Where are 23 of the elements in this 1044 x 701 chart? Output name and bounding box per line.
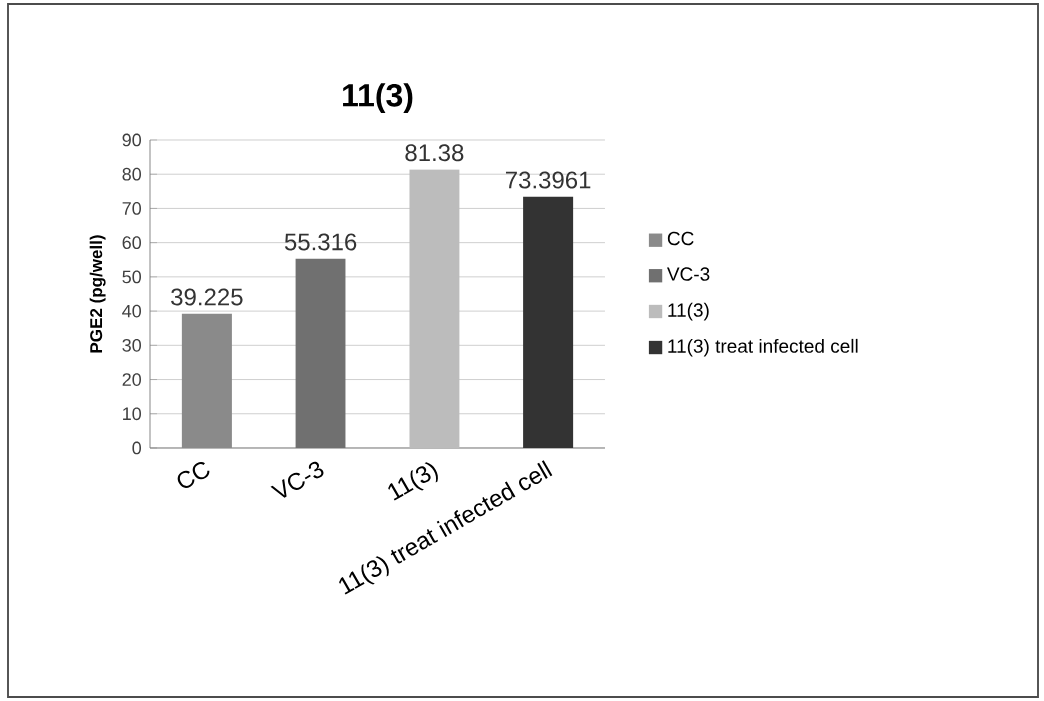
x-tick-label: CC (177, 462, 210, 488)
legend-label: 11(3) (668, 302, 709, 321)
y-tick-label: 0 (132, 441, 142, 455)
chart-title: 11(3) (343, 83, 413, 113)
y-tick-label: 30 (122, 338, 142, 352)
y-axis-title: PGE2 (pg/well) (89, 235, 106, 353)
y-tick-label: 50 (122, 270, 142, 284)
y-tick-label: 20 (122, 373, 142, 386)
y-tick-label: 40 (122, 304, 142, 318)
y-tick-label: 80 (122, 167, 142, 181)
data-label: 39.225 (171, 288, 243, 306)
legend-label: 11(3) treat infected cell (668, 338, 858, 357)
y-tick-label: 60 (122, 236, 142, 250)
x-tick-label: VC-3 (270, 461, 324, 498)
legend-label: CC (667, 231, 694, 246)
y-tick-label: 10 (123, 407, 142, 421)
legend-label: VC-3 (666, 267, 710, 281)
y-tick-label: 70 (122, 202, 142, 215)
y-tick-label: 90 (122, 133, 142, 147)
data-label: 73.3961 (505, 171, 591, 189)
x-tick-label: 11(3) (388, 462, 438, 501)
data-label: 55.316 (284, 233, 357, 251)
data-label: 81.38 (405, 144, 464, 162)
